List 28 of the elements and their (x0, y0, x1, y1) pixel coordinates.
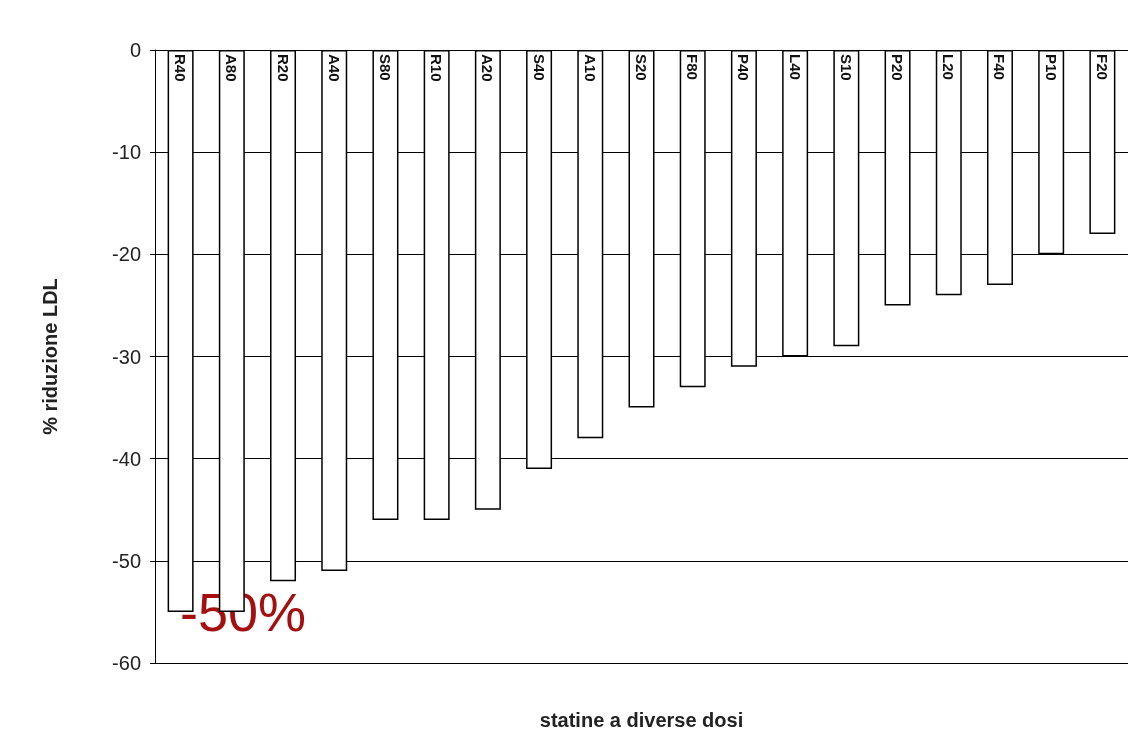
x-tick-label: A40 (325, 54, 343, 82)
x-tick-label: R10 (428, 54, 446, 82)
x-tick-label: A80 (223, 54, 241, 82)
x-tick-label: R20 (274, 54, 292, 82)
x-tick-label: R40 (172, 54, 190, 82)
x-tick-label: F80 (684, 54, 702, 80)
y-axis-title: % riduzione LDL (39, 278, 61, 435)
x-tick-label: S10 (837, 54, 855, 81)
y-tick-label: 0 (129, 39, 141, 61)
x-tick-label: L20 (940, 54, 958, 80)
x-tick-label: P20 (889, 54, 907, 81)
x-tick-label: P10 (1042, 54, 1060, 81)
x-tick-label: F40 (991, 54, 1009, 80)
x-tick-label: S40 (530, 54, 548, 81)
y-tick-label: -40 (112, 447, 141, 470)
x-tick-label: S80 (376, 54, 394, 81)
x-axis-title: statine a diverse dosi (539, 709, 744, 731)
x-tick-label: A10 (581, 54, 599, 82)
x-tick-label: A20 (479, 54, 497, 82)
y-tick-label: -60 (112, 652, 141, 674)
x-tick-label: F20 (1093, 54, 1111, 80)
y-tick-label: -20 (112, 243, 141, 266)
x-tick-label: L40 (786, 54, 804, 80)
x-tick-label: S20 (633, 54, 650, 81)
y-tick-label: -10 (112, 141, 141, 164)
y-tick-label: -50 (112, 549, 141, 572)
x-tick-label: P40 (735, 54, 753, 81)
y-tick-label: -30 (112, 345, 141, 368)
